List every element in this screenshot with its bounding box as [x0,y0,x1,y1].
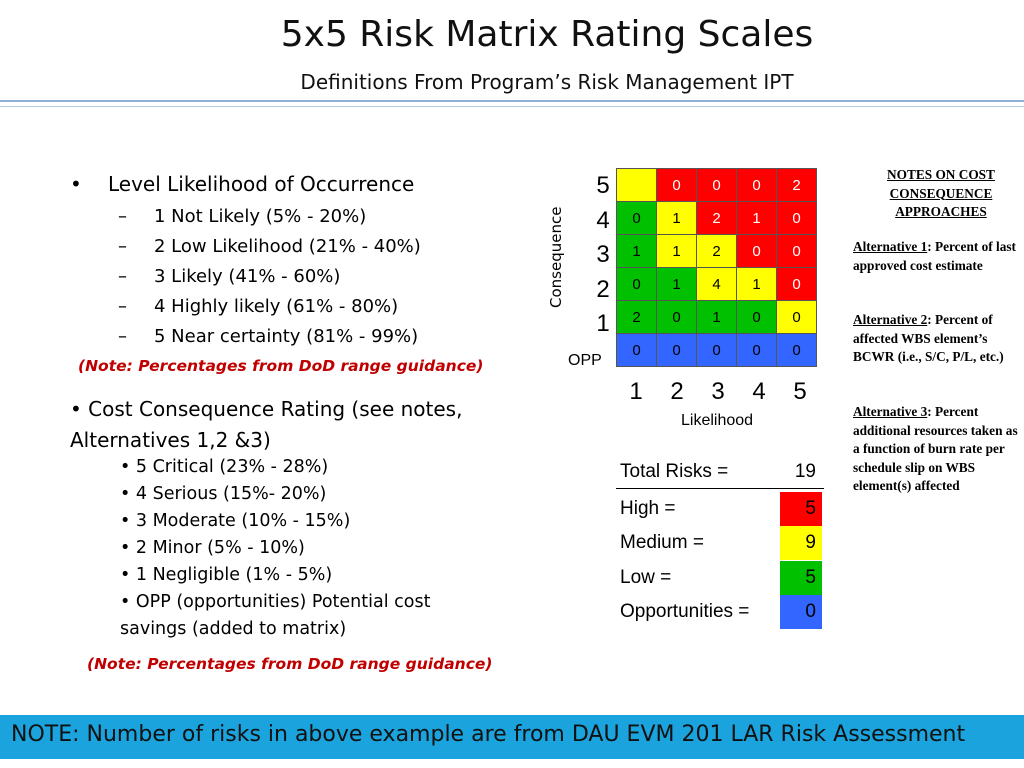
matrix-cell: 1 [616,234,657,268]
cost-note: (Note: Percentages from DoD range guidan… [87,655,493,673]
cost-heading: • Cost Consequence Rating (see notes, Al… [70,397,463,452]
cost-levels: • 5 Critical (23% - 28%) • 4 Serious (15… [120,454,480,643]
list-item: • 1 Negligible (1% - 5%) [120,565,333,585]
high-row: High = 5 [616,492,824,526]
list-item: • 4 Serious (15%- 20%) [120,484,327,504]
cost-notes-panel: NOTES ON COST CONSEQUENCE APPROACHES Alt… [853,166,1019,493]
matrix-cell: 0 [696,333,737,367]
high-value: 5 [780,492,822,526]
matrix-cell [616,168,657,202]
medium-row: Medium = 9 [616,526,824,560]
opportunities-row: Opportunities = 0 [616,595,824,629]
matrix-cell: 0 [696,168,737,202]
total-row: Total Risks = 19 [616,459,824,493]
list-item: –1 Not Likely (5% - 20%) [118,206,367,227]
matrix-cell: 1 [656,267,697,301]
matrix-cell: 1 [736,267,777,301]
header-divider-thin [0,106,1024,107]
matrix-cell: 1 [656,234,697,268]
matrix-cell: 0 [656,300,697,334]
total-label: Total Risks = [620,461,729,482]
matrix-cell: 0 [616,333,657,367]
high-label: High = [620,498,676,519]
matrix-cell: 0 [776,300,817,334]
list-item: • OPP (opportunities) Potential cost sav… [120,592,431,639]
matrix-cell: 0 [656,333,697,367]
matrix-cell: 1 [656,201,697,235]
matrix-cell: 0 [776,234,817,268]
matrix-cell: 0 [776,267,817,301]
medium-value: 9 [780,526,822,560]
matrix-cell: 1 [696,300,737,334]
row-label: 5 [596,172,610,199]
page-subtitle: Definitions From Program’s Risk Manageme… [300,70,794,94]
alternative-1: Alternative 1: Percent of last approved … [853,239,1016,273]
matrix-cell: 0 [736,234,777,268]
row-label: 3 [596,241,610,268]
page-title: 5x5 Risk Matrix Rating Scales [280,14,814,55]
bullet-icon: • [70,172,82,196]
col-label: 5 [793,378,807,405]
matrix-cell: 2 [776,168,817,202]
total-value: 19 [794,461,816,482]
alternative-3: Alternative 3: Percent additional resour… [853,404,1018,493]
matrix-cell: 0 [736,168,777,202]
y-axis-label: Consequence [547,206,565,308]
matrix-cell: 0 [616,267,657,301]
list-item: • 5 Critical (23% - 28%) [120,457,329,477]
matrix-cell: 2 [616,300,657,334]
likelihood-note: (Note: Percentages from DoD range guidan… [78,357,484,375]
matrix-cell: 0 [776,333,817,367]
opportunities-label: Opportunities = [620,601,750,622]
header-divider [0,100,1024,102]
col-label: 1 [629,378,643,405]
matrix-cell: 0 [616,201,657,235]
low-label: Low = [620,567,672,588]
footer-banner: NOTE: Number of risks in above example a… [0,715,1024,759]
opportunities-value: 0 [780,595,822,629]
row-label: 4 [596,207,610,234]
row-label: 2 [596,276,610,303]
low-row: Low = 5 [616,561,824,595]
matrix-cell: 0 [736,333,777,367]
col-label: 2 [670,378,684,405]
col-label: 4 [752,378,766,405]
x-axis-label: Likelihood [681,412,754,429]
matrix-cell: 2 [696,234,737,268]
divider [616,488,824,489]
matrix-cell: 0 [656,168,697,202]
list-item: –4 Highly likely (61% - 80%) [118,296,399,317]
list-item: –3 Likely (41% - 60%) [118,266,341,287]
alternative-2: Alternative 2: Percent of affected WBS e… [853,312,1004,364]
list-item: • 3 Moderate (10% - 15%) [120,511,351,531]
matrix-cell: 0 [776,201,817,235]
row-label-opp: OPP [568,352,602,369]
notes-heading: NOTES ON COST CONSEQUENCE APPROACHES [887,167,995,219]
row-label: 1 [596,310,610,337]
list-item: –5 Near certainty (81% - 99%) [118,326,419,347]
matrix-cell: 0 [736,300,777,334]
matrix-cell: 2 [696,201,737,235]
col-label: 3 [711,378,725,405]
matrix-cell: 1 [736,201,777,235]
low-value: 5 [780,561,822,595]
matrix-cell: 4 [696,267,737,301]
list-item: –2 Low Likelihood (21% - 40%) [118,236,421,257]
likelihood-heading: Level Likelihood of Occurrence [108,172,415,196]
list-item: • 2 Minor (5% - 10%) [120,538,305,558]
likelihood-levels: –1 Not Likely (5% - 20%) –2 Low Likeliho… [118,206,421,356]
footer-note: NOTE: Number of risks in above example a… [11,722,966,747]
medium-label: Medium = [620,532,704,553]
